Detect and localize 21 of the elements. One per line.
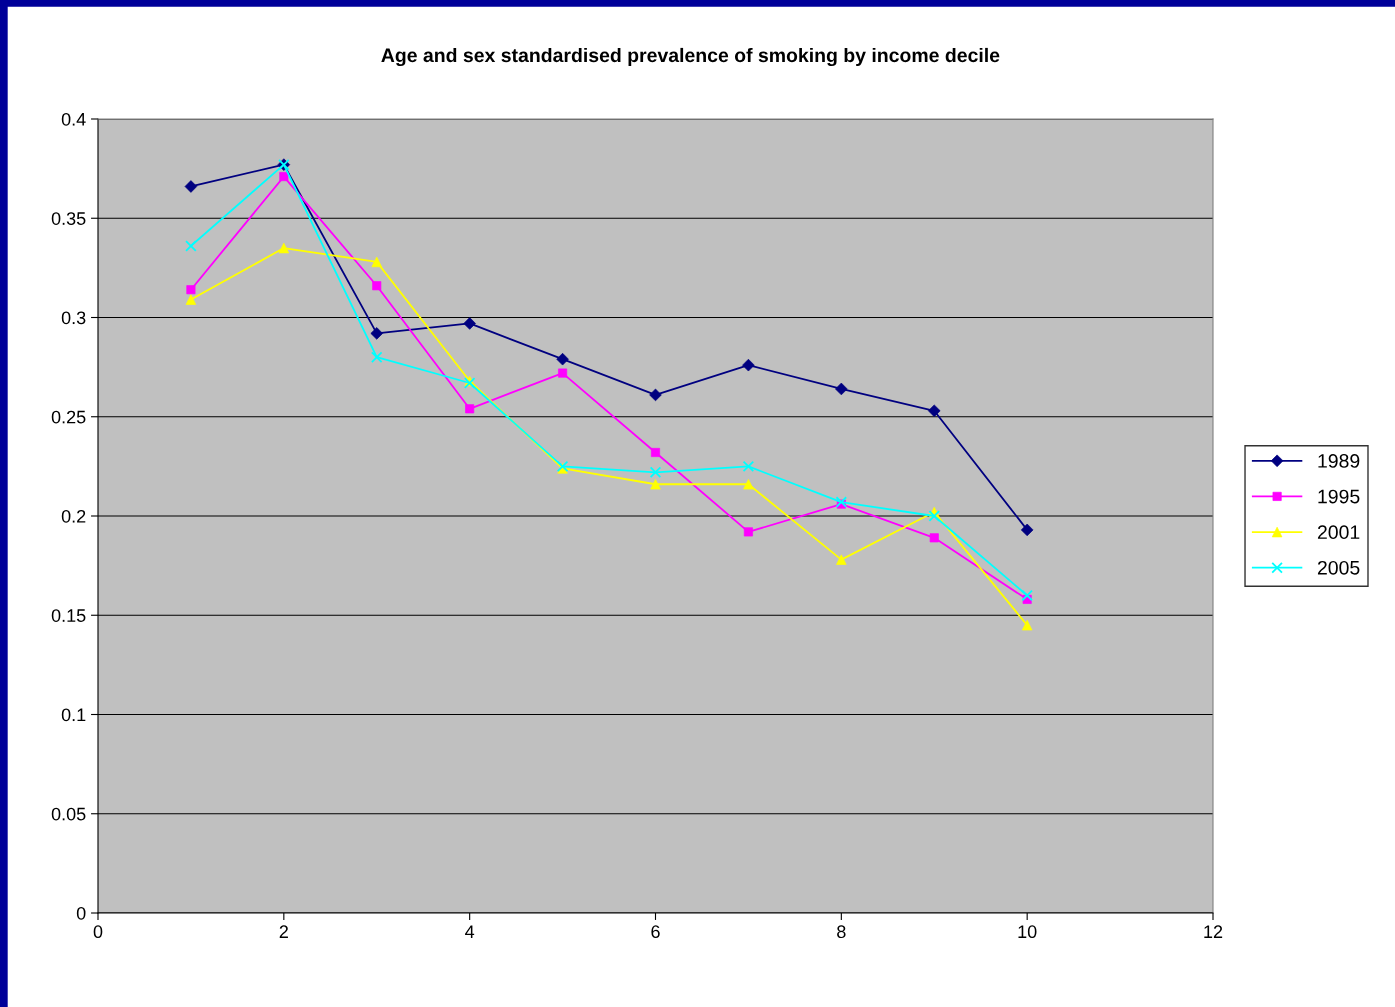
x-tick-label: 8: [837, 925, 846, 939]
x-tick-label: 10: [1018, 925, 1037, 939]
y-tick-label: 0: [76, 906, 86, 920]
x-tick-label: 12: [1204, 925, 1223, 938]
x-tick-label: 0: [93, 925, 103, 939]
y-tick-label: 0.3: [61, 311, 86, 325]
x-tick-label: 4: [465, 925, 475, 938]
legend-label: 2005: [1317, 560, 1360, 575]
y-tick-label: 0.05: [51, 807, 86, 821]
x-tick-label: 6: [651, 925, 660, 939]
y-tick-label: 0.25: [51, 410, 86, 424]
y-tick-label: 0.1: [61, 708, 86, 722]
legend-label: 1995: [1318, 489, 1360, 504]
legend-label: 1989: [1318, 454, 1360, 468]
chart-title: Age and sex standardised prevalence of smoking by income decile: [381, 47, 1000, 67]
y-tick-label: 0.35: [51, 212, 86, 225]
x-tick-label: 2: [279, 925, 288, 938]
y-tick-label: 0.2: [61, 509, 86, 523]
y-tick-label: 0.15: [51, 609, 86, 622]
y-tick-label: 0.4: [61, 112, 86, 126]
legend-label: 2001: [1317, 525, 1360, 540]
